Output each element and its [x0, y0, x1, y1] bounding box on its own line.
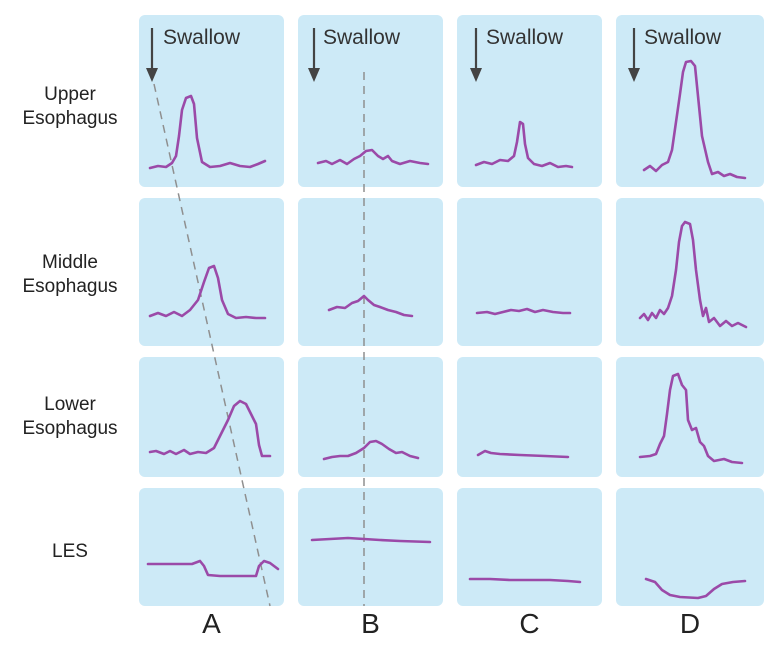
column-label-c: C	[519, 608, 540, 639]
pressure-trace-c-upper	[474, 120, 574, 169]
panel-a-upper	[139, 15, 284, 187]
panel-b-lower	[298, 357, 443, 477]
swallow-marker-b: Swallow	[308, 26, 401, 82]
row-label-lower-esophagus: Lower Esophagus	[0, 393, 140, 441]
panel-b-middle	[298, 198, 443, 346]
column-label-b: B	[361, 608, 380, 639]
pressure-trace-d-upper	[642, 59, 747, 180]
pressure-trace-d-lower	[638, 372, 744, 465]
pressure-trace-b-middle	[327, 294, 414, 318]
panel-b-les	[298, 488, 443, 606]
propagation-timing-line-a	[153, 83, 271, 607]
panel-c-les	[457, 488, 602, 606]
swallow-label: Swallow	[486, 26, 564, 49]
swallow-marker-a: Swallow	[146, 26, 241, 82]
pressure-trace-d-les	[644, 577, 747, 600]
pressure-trace-c-les	[468, 577, 582, 584]
row-label-line1: Middle	[42, 252, 98, 273]
swallow-label: Swallow	[163, 26, 241, 49]
row-label-line2: Esophagus	[22, 108, 118, 129]
swallow-label: Swallow	[323, 26, 401, 49]
row-label-upper-esophagus: Upper Esophagus	[0, 83, 140, 131]
panel-a-lower	[139, 357, 284, 477]
row-label-middle-esophagus: Middle Esophagus	[0, 251, 140, 299]
down-arrow-icon	[628, 68, 640, 82]
pressure-trace-b-les	[310, 536, 432, 544]
pressure-trace-a-upper	[148, 94, 267, 170]
pressure-trace-d-middle	[638, 220, 748, 329]
pressure-trace-b-upper	[316, 148, 430, 166]
swallow-marker-c: Swallow	[470, 26, 564, 82]
pressure-trace-c-middle	[475, 307, 572, 316]
row-label-line1: Upper	[44, 84, 96, 105]
panel-c-middle	[457, 198, 602, 346]
down-arrow-icon	[146, 68, 158, 82]
panel-d-les	[616, 488, 764, 606]
panel-a-middle	[139, 198, 284, 346]
pressure-trace-a-les	[146, 559, 280, 578]
swallow-marker-d: Swallow	[628, 26, 722, 82]
panel-a-les	[139, 488, 284, 606]
down-arrow-icon	[308, 68, 320, 82]
swallow-label: Swallow	[644, 26, 722, 49]
pressure-trace-a-lower	[148, 399, 272, 458]
column-label-a: A	[202, 608, 221, 639]
column-label-d: D	[679, 608, 701, 639]
pressure-trace-b-lower	[322, 439, 420, 461]
row-label-line1: LES	[52, 541, 88, 562]
pressure-trace-a-middle	[148, 264, 267, 320]
row-label-line1: Lower	[44, 394, 96, 415]
panel-d-upper	[616, 15, 764, 187]
down-arrow-icon	[470, 68, 482, 82]
row-label-line2: Esophagus	[22, 276, 118, 297]
row-label-les: LES	[0, 540, 140, 564]
panel-b-upper	[298, 15, 443, 187]
panel-c-lower	[457, 357, 602, 477]
row-label-line2: Esophagus	[22, 418, 118, 439]
pressure-trace-c-lower	[476, 449, 570, 459]
